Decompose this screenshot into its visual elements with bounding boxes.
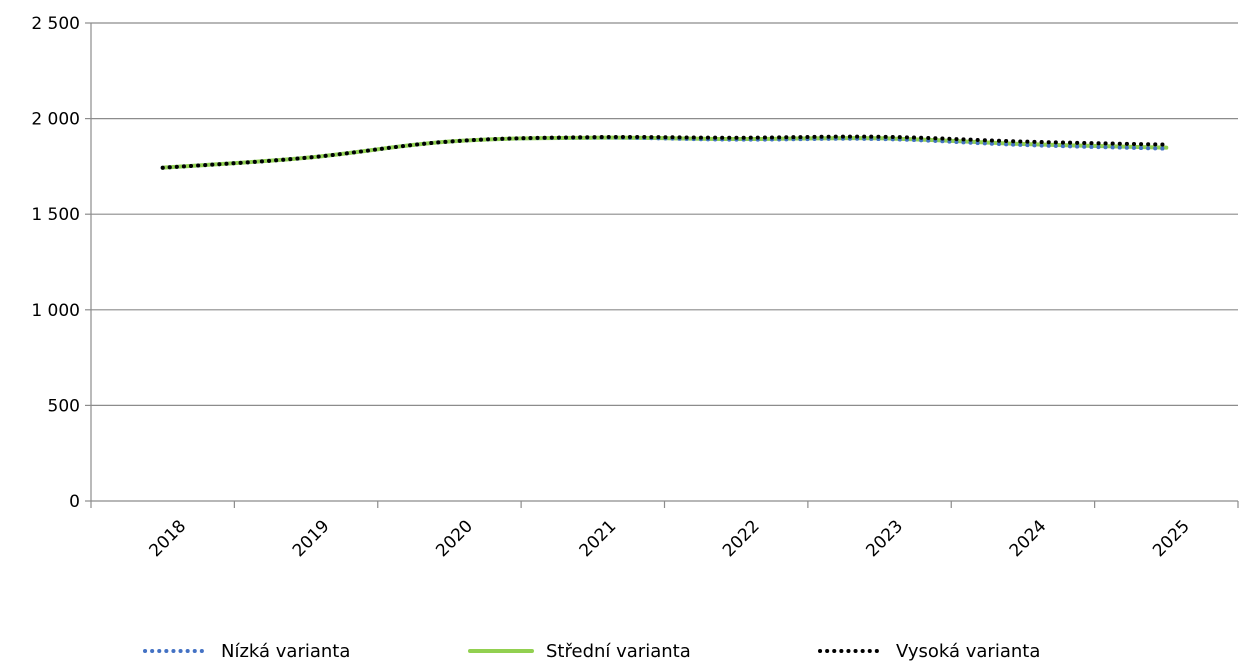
y-tick-label: 0 — [69, 492, 80, 512]
x-tick-label-2023: 2023 — [862, 516, 907, 561]
x-tick-label-2018: 2018 — [145, 516, 190, 561]
series-lines — [160, 134, 1169, 170]
x-tick-label-2019: 2019 — [289, 516, 334, 561]
x-axis-ticks: 2018 2019 2020 2021 2022 2023 2024 2025 — [90, 501, 1239, 561]
y-tick-label: 1 500 — [31, 205, 80, 225]
y-tick-label: 2 500 — [31, 14, 80, 34]
x-tick-label-2025: 2025 — [1149, 516, 1194, 561]
legend-label-stredni-varianta: Střední varianta — [546, 641, 691, 662]
x-tick-label-2020: 2020 — [432, 516, 477, 561]
series-line-stredni-varianta — [160, 135, 1169, 170]
x-tick-label-2022: 2022 — [719, 516, 764, 561]
legend-label-vysoka-varianta: Vysoká varianta — [896, 641, 1040, 662]
y-tick-label: 1 000 — [31, 301, 80, 321]
legend-label-nizka-varianta: Nízká varianta — [221, 641, 350, 662]
gridlines — [91, 22, 1238, 406]
series-line-vysoka-varianta — [160, 134, 1169, 170]
y-tick-label: 2 000 — [31, 110, 80, 130]
x-tick-label-2024: 2024 — [1006, 516, 1051, 561]
y-axis-ticks: 0 500 1 000 1 500 2 000 2 500 — [31, 14, 91, 512]
legend: Nízká varianta Střední varianta Vysoká var… — [143, 641, 1040, 662]
x-tick-label-2021: 2021 — [576, 516, 621, 561]
y-tick-label: 500 — [48, 396, 80, 416]
axes — [90, 23, 1238, 502]
